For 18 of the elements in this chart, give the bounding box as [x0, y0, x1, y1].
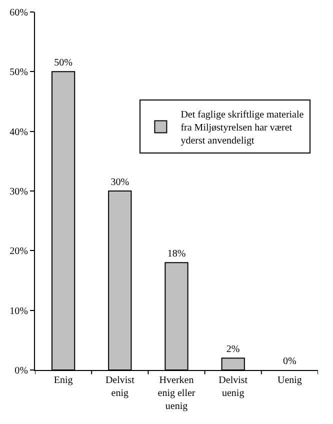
y-tick-label: 50%	[10, 67, 28, 78]
data-label: 0%	[283, 356, 296, 367]
x-tick-label: Enig	[54, 375, 73, 386]
y-tick-label: 10%	[10, 306, 28, 317]
x-tick-label: Delvist enig	[105, 375, 135, 399]
legend-label: Det faglige skriftlige materiale fra Miljøstyrelsen har været yderst anvendeligt	[180, 110, 304, 147]
y-tick-label: 30%	[10, 186, 28, 198]
x-tick-label: Hverken enig eller uenig	[158, 375, 196, 412]
x-tick-label: Delvist uenig	[218, 375, 248, 399]
y-tick-label: 20%	[10, 246, 28, 258]
data-label: 30%	[110, 177, 130, 188]
y-tick-label: 40%	[10, 126, 28, 138]
y-tick-label: 60%	[10, 8, 28, 18]
x-tick-label: Uenig	[277, 375, 302, 386]
y-tick-label: 0%	[14, 366, 28, 376]
data-label: 50%	[54, 58, 72, 69]
data-label: 2%	[226, 344, 240, 356]
data-label: 18%	[167, 248, 186, 260]
